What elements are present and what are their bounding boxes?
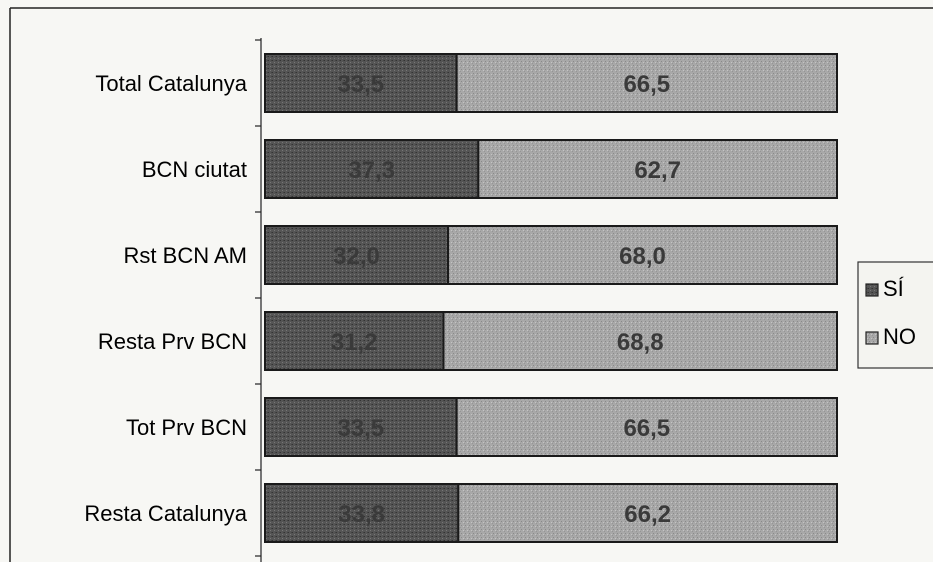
category-label: Resta Catalunya bbox=[84, 501, 247, 526]
bar-value-label: 32,0 bbox=[333, 243, 380, 270]
bar-value-label: 62,7 bbox=[634, 157, 681, 184]
bar-value-label: 68,8 bbox=[617, 329, 664, 356]
bar-segment-no bbox=[457, 483, 838, 543]
bar-segment-no bbox=[477, 139, 838, 199]
legend-label-si: SÍ bbox=[883, 276, 905, 301]
bar-value-label: 33,8 bbox=[338, 501, 385, 528]
legend-swatch-no bbox=[865, 331, 879, 345]
bar-segment-si bbox=[264, 139, 480, 199]
category-label: BCN ciutat bbox=[142, 157, 247, 182]
bar-value-label: 31,2 bbox=[331, 329, 378, 356]
bar-value-label: 66,5 bbox=[623, 415, 670, 442]
bar-value-label: 33,5 bbox=[337, 415, 384, 442]
bar-segment-no bbox=[455, 397, 838, 457]
bar-value-label: 37,3 bbox=[348, 157, 395, 184]
category-label: Resta Prv BCN bbox=[98, 329, 247, 354]
legend: SÍ NO bbox=[857, 261, 933, 369]
bar-segment-no bbox=[447, 225, 838, 285]
bar-value-label: 68,0 bbox=[619, 243, 666, 270]
bar-value-label: 66,5 bbox=[623, 71, 670, 98]
legend-swatch-si bbox=[865, 283, 879, 297]
legend-box bbox=[857, 261, 933, 369]
legend-label-no: NO bbox=[883, 324, 916, 349]
bar-segment-si bbox=[264, 225, 450, 285]
category-label: Total Catalunya bbox=[95, 71, 247, 96]
bar-segment-si bbox=[264, 311, 445, 371]
bar-segment-si bbox=[264, 397, 458, 457]
bar-value-label: 33,5 bbox=[337, 71, 384, 98]
bar-segment-no bbox=[442, 311, 838, 371]
category-label: Tot Prv BCN bbox=[126, 415, 247, 440]
bar-segment-si bbox=[264, 483, 460, 543]
bar-segment-no bbox=[455, 53, 838, 113]
category-label: Rst BCN AM bbox=[124, 243, 247, 268]
bars-group: Total Catalunya 33,5 66,5 BCN ciutat 37,3 62,… bbox=[84, 39, 838, 557]
bar-value-label: 66,2 bbox=[624, 501, 671, 528]
